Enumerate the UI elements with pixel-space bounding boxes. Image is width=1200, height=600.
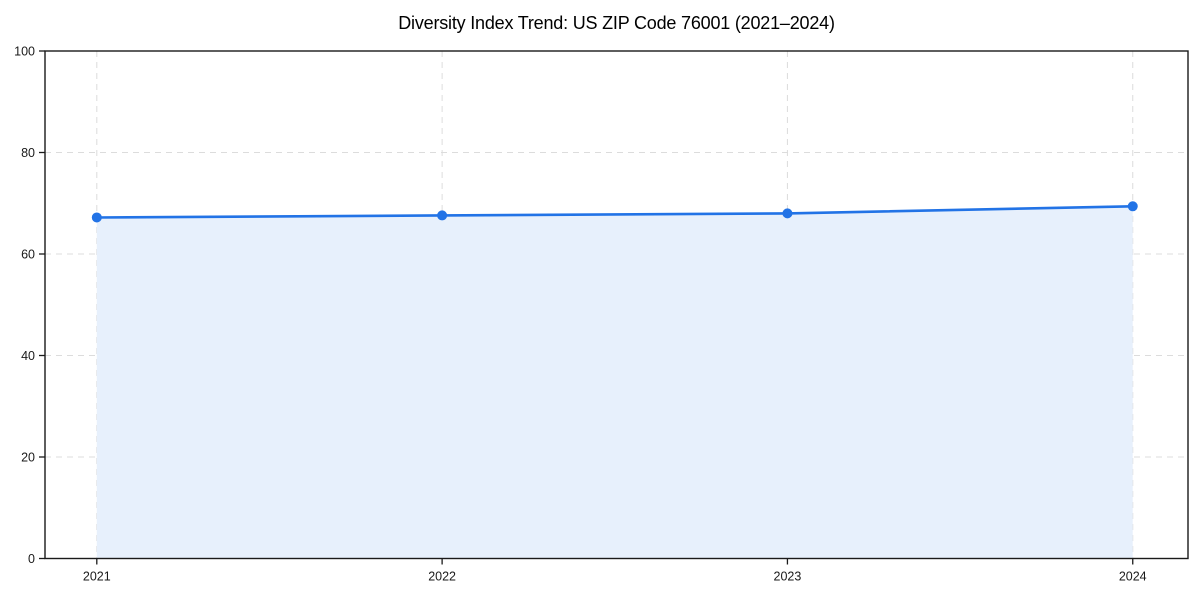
chart-title: Diversity Index Trend: US ZIP Code 76001… [398,13,835,33]
trend-line [95,205,1134,219]
x-tick-label: 2023 [774,570,802,584]
x-tick-label: 2022 [428,570,456,584]
y-tick-label: 60 [21,248,35,262]
y-tick-label: 80 [21,146,35,160]
plot-border [44,50,1189,560]
axis-tick-labels: 0 20 40 60 80 100 2021 2022 2023 2024 [14,45,1147,584]
area-fill [96,206,1133,559]
y-tick-label: 20 [21,451,35,465]
plot-frame [44,50,1189,560]
x-tick-label: 2024 [1119,570,1147,584]
trend-line-group [95,205,1134,219]
y-tick-label: 0 [28,552,35,566]
axis-ticks [39,50,1134,565]
area-fill-group [96,206,1133,559]
data-point-marker [1127,201,1138,212]
x-tick-label: 2021 [83,570,111,584]
data-point-marker [782,208,793,219]
y-tick-label: 40 [21,349,35,363]
data-point-marker [91,212,102,223]
y-tick-label: 100 [14,45,35,59]
data-point-markers [91,201,1138,223]
data-point-marker [437,210,448,221]
